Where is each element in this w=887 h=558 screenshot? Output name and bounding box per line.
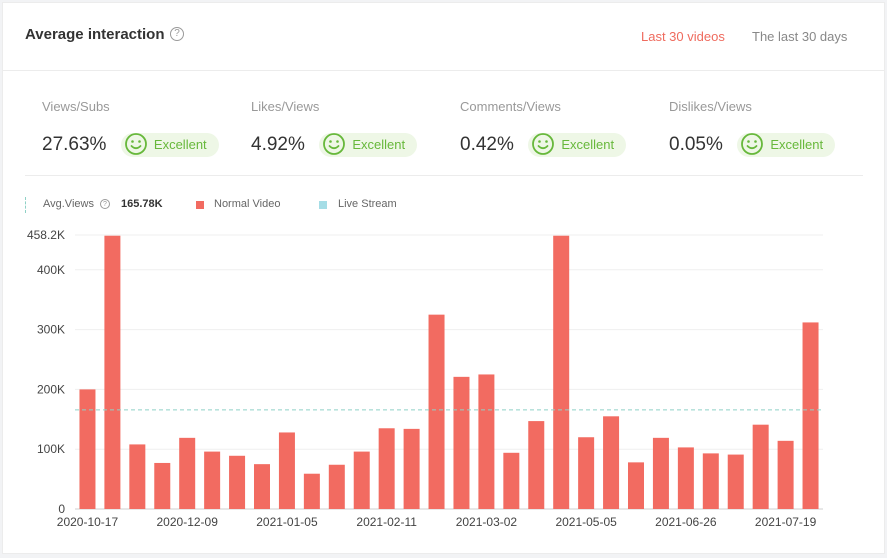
- metric-value: 4.92%: [251, 134, 305, 155]
- x-tick-label: 2021-07-19: [755, 515, 817, 529]
- bar: [528, 421, 545, 509]
- bar: [428, 314, 445, 509]
- bar: [503, 452, 520, 509]
- y-tick-label: 400K: [37, 263, 65, 277]
- bar: [378, 428, 395, 509]
- bar: [328, 464, 345, 509]
- rating-label: Excellent: [561, 137, 615, 152]
- bar: [603, 416, 620, 509]
- smiley-icon: [532, 133, 555, 155]
- metric-comments-views: Comments/Views 0.42% Excellent: [460, 99, 627, 157]
- metric-label: Dislikes/Views: [669, 99, 752, 114]
- metric-likes-views: Likes/Views 4.92% Excellent: [251, 99, 418, 157]
- x-tick-label: 2021-02-11: [356, 515, 417, 529]
- bar: [802, 322, 819, 509]
- bar: [478, 374, 495, 509]
- rating-label: Excellent: [352, 137, 406, 152]
- bar: [553, 235, 570, 509]
- bar: [129, 444, 146, 509]
- card-title: Average interaction: [25, 26, 165, 43]
- bar: [677, 447, 694, 509]
- metric-value: 0.05%: [669, 134, 723, 155]
- metric-label: Comments/Views: [460, 99, 561, 114]
- x-tick-label: 2021-03-02: [456, 515, 518, 529]
- normal-video-swatch[interactable]: [196, 201, 204, 209]
- bar: [702, 453, 719, 509]
- x-tick-label: 2021-01-05: [256, 515, 318, 529]
- metric-label: Likes/Views: [251, 99, 320, 114]
- bar: [154, 462, 171, 509]
- rating-badge: Excellent: [737, 133, 836, 157]
- bar: [179, 437, 196, 509]
- bar: [104, 235, 121, 509]
- tab-last-30-videos[interactable]: Last 30 videos: [641, 29, 725, 44]
- y-tick-label: 200K: [37, 382, 65, 396]
- rating-badge: Excellent: [319, 133, 418, 157]
- bar: [229, 455, 246, 509]
- avg-help-icon[interactable]: ?: [100, 199, 110, 209]
- x-tick-label: 2020-12-09: [157, 515, 219, 529]
- bar: [303, 473, 320, 509]
- y-tick-label: 100K: [37, 442, 65, 456]
- bar: [403, 428, 420, 509]
- x-tick-label: 2021-06-26: [655, 515, 717, 529]
- smiley-icon: [741, 133, 764, 155]
- y-tick-label: 0: [58, 502, 65, 516]
- rating-badge: Excellent: [528, 133, 627, 157]
- help-icon[interactable]: ?: [170, 27, 184, 41]
- smiley-icon: [125, 133, 147, 155]
- metric-dislikes-views: Dislikes/Views 0.05% Excellent: [669, 99, 836, 157]
- bar: [79, 389, 96, 509]
- metric-views-subs: Views/Subs 27.63% Excellent: [42, 99, 219, 157]
- card-header: Average interaction ? Last 30 videos The…: [3, 3, 884, 71]
- bar: [254, 464, 270, 509]
- avg-views-label: Avg.Views: [43, 198, 94, 210]
- bar: [453, 376, 470, 509]
- avg-line-swatch: [25, 197, 26, 213]
- metric-value: 0.42%: [460, 134, 514, 155]
- rating-label: Excellent: [153, 137, 207, 152]
- live-stream-label[interactable]: Live Stream: [338, 198, 397, 210]
- bar: [777, 440, 794, 509]
- rating-badge: Excellent: [120, 133, 219, 157]
- section-divider: [25, 175, 863, 176]
- bar: [727, 454, 744, 509]
- bar: [628, 462, 644, 509]
- bar: [278, 432, 295, 509]
- bar: [578, 437, 595, 509]
- bar: [652, 437, 669, 509]
- metric-label: Views/Subs: [42, 99, 110, 114]
- normal-video-label[interactable]: Normal Video: [214, 198, 281, 210]
- bar: [353, 451, 370, 509]
- smiley-icon: [323, 133, 346, 155]
- live-stream-swatch[interactable]: [319, 201, 327, 209]
- rating-label: Excellent: [770, 137, 824, 152]
- bar: [752, 424, 769, 509]
- y-tick-label: 458.2K: [27, 228, 65, 242]
- y-tick-label: 300K: [37, 323, 65, 337]
- metric-value: 27.63%: [42, 134, 107, 155]
- x-tick-label: 2020-10-17: [57, 515, 119, 529]
- bar: [204, 451, 221, 509]
- avg-views-value: 165.78K: [121, 198, 163, 210]
- x-tick-label: 2021-05-05: [555, 515, 617, 529]
- bar-chart: 0 100K 200K 300K 400K 458.2K 2020-10-17 2020-12…: [27, 228, 823, 529]
- tab-last-30-days[interactable]: The last 30 days: [752, 29, 848, 44]
